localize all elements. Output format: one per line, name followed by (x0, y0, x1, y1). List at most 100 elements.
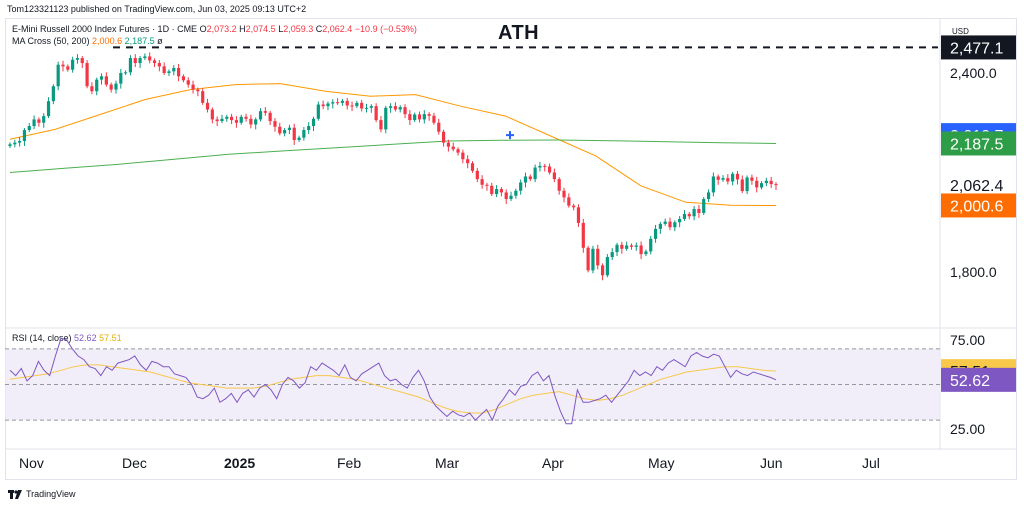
candle[interactable] (210, 109, 214, 120)
candle[interactable] (95, 79, 99, 92)
candle[interactable] (51, 86, 55, 102)
candle[interactable] (591, 248, 595, 271)
candle[interactable] (514, 190, 518, 196)
candle[interactable] (311, 118, 316, 127)
candle[interactable] (494, 189, 499, 195)
candle[interactable] (172, 68, 176, 72)
candle[interactable] (360, 102, 364, 109)
candle[interactable] (456, 149, 460, 153)
candle[interactable] (283, 130, 287, 134)
candle[interactable] (682, 213, 687, 219)
candle[interactable] (702, 199, 706, 213)
candle[interactable] (446, 142, 451, 147)
candle[interactable] (321, 104, 325, 107)
candle[interactable] (504, 192, 508, 200)
candle[interactable] (422, 114, 426, 120)
candle[interactable] (114, 83, 118, 90)
candle[interactable] (586, 247, 590, 271)
candle[interactable] (629, 245, 634, 247)
candle[interactable] (215, 119, 219, 122)
candle[interactable] (408, 114, 412, 121)
candle[interactable] (726, 178, 730, 182)
candle[interactable] (128, 58, 133, 73)
candle[interactable] (451, 146, 455, 150)
candle[interactable] (379, 120, 383, 130)
candle[interactable] (157, 63, 161, 67)
candle[interactable] (186, 80, 190, 85)
candle[interactable] (384, 107, 388, 130)
candle[interactable] (205, 102, 210, 110)
candle[interactable] (254, 119, 258, 125)
candle[interactable] (393, 106, 398, 110)
candle[interactable] (755, 180, 759, 188)
candle[interactable] (596, 248, 600, 266)
candle[interactable] (716, 176, 720, 180)
ma-legend[interactable]: MA Cross (50, 200) 2,000.6 2,187.5 ø (12, 36, 163, 46)
candle[interactable] (201, 91, 205, 103)
candle[interactable] (538, 165, 542, 168)
candle[interactable] (653, 228, 658, 239)
candle[interactable] (557, 179, 561, 191)
candle[interactable] (133, 58, 137, 64)
candle[interactable] (605, 257, 609, 276)
candle[interactable] (8, 144, 12, 146)
candle[interactable] (297, 137, 301, 140)
candle[interactable] (263, 111, 267, 113)
candle[interactable] (572, 205, 576, 208)
candle[interactable] (258, 111, 263, 120)
candle[interactable] (162, 66, 166, 73)
candle[interactable] (292, 127, 296, 140)
candle[interactable] (441, 131, 446, 143)
candle[interactable] (687, 213, 691, 217)
candle[interactable] (576, 207, 581, 223)
candle[interactable] (109, 84, 113, 90)
candle[interactable] (398, 107, 402, 110)
candle[interactable] (71, 59, 75, 70)
candle[interactable] (711, 176, 715, 193)
candle[interactable] (562, 190, 566, 198)
candle[interactable] (18, 140, 22, 143)
candle[interactable] (692, 208, 696, 217)
candle[interactable] (649, 238, 653, 252)
candle[interactable] (461, 152, 465, 160)
candle[interactable] (32, 119, 36, 127)
candle[interactable] (302, 130, 306, 138)
candle[interactable] (278, 126, 282, 134)
candle[interactable] (335, 102, 340, 104)
candle[interactable] (658, 223, 662, 229)
candle[interactable] (759, 183, 764, 188)
candle[interactable] (374, 106, 378, 121)
candle[interactable] (287, 127, 292, 131)
candle[interactable] (427, 114, 431, 116)
candle[interactable] (177, 68, 181, 77)
candle[interactable] (735, 173, 740, 180)
candle[interactable] (42, 116, 46, 123)
candle[interactable] (480, 179, 484, 185)
candle[interactable] (273, 121, 277, 127)
candle[interactable] (543, 165, 547, 167)
candle[interactable] (673, 222, 677, 228)
candle[interactable] (249, 118, 253, 125)
candle[interactable] (22, 130, 27, 141)
candle[interactable] (85, 63, 89, 87)
candle[interactable] (499, 189, 503, 193)
candle[interactable] (663, 221, 667, 224)
candle[interactable] (196, 89, 200, 92)
candle[interactable] (774, 184, 778, 186)
candle[interactable] (27, 126, 31, 131)
candle[interactable] (124, 72, 128, 74)
candle[interactable] (600, 265, 605, 276)
candle[interactable] (528, 176, 532, 180)
candle[interactable] (66, 66, 70, 70)
candle[interactable] (350, 105, 354, 107)
candle[interactable] (519, 182, 523, 191)
candle[interactable] (644, 251, 648, 255)
candle[interactable] (244, 116, 248, 119)
candle[interactable] (490, 185, 494, 195)
candle[interactable] (191, 84, 195, 90)
candle[interactable] (316, 104, 320, 119)
candle[interactable] (552, 172, 556, 180)
candle[interactable] (148, 56, 152, 61)
candle[interactable] (750, 177, 754, 181)
candle[interactable] (639, 245, 643, 255)
